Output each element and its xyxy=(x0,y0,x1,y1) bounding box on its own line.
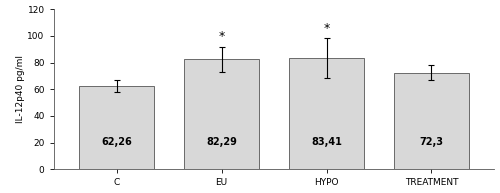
Y-axis label: IL-12p40 pg/ml: IL-12p40 pg/ml xyxy=(16,55,24,123)
Text: 82,29: 82,29 xyxy=(206,137,237,147)
Text: 83,41: 83,41 xyxy=(311,137,342,147)
Text: 72,3: 72,3 xyxy=(420,137,444,147)
Text: *: * xyxy=(218,30,224,43)
Bar xyxy=(79,86,154,169)
Text: 62,26: 62,26 xyxy=(101,137,132,147)
Text: *: * xyxy=(324,22,330,35)
Bar xyxy=(288,58,364,169)
Bar xyxy=(184,59,260,169)
Bar xyxy=(394,73,469,169)
